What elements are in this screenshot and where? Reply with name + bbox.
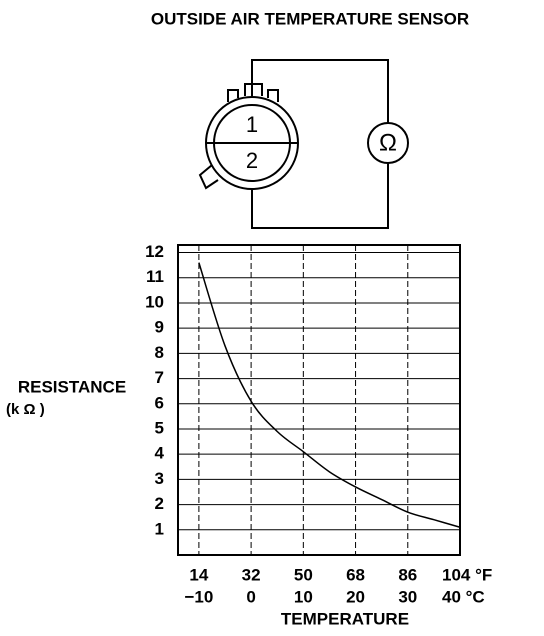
y-tick-label: 2: [155, 494, 164, 513]
x-tick-label: 0: [246, 587, 255, 606]
y-axis-unit: (k Ω ): [6, 401, 45, 418]
y-tick-label: 10: [145, 292, 164, 311]
x-tick-label: 40 °C: [442, 587, 485, 606]
y-tick-label: 3: [155, 469, 164, 488]
x2-tick-label: 68: [346, 565, 365, 584]
y-tick-label: 12: [145, 242, 164, 261]
y-tick-label: 6: [155, 393, 164, 412]
x2-tick-label: 104 °F: [442, 565, 492, 584]
y-tick-label: 9: [155, 318, 164, 337]
y-tick-label: 5: [155, 418, 164, 437]
ohmmeter: [367, 122, 409, 164]
x-tick-label: 10: [294, 587, 313, 606]
pin-label: 2: [246, 148, 258, 173]
y-tick-label: 11: [146, 267, 164, 286]
x-tick-label: −10: [184, 587, 213, 606]
x2-tick-label: 32: [242, 565, 261, 584]
connector-tabs: [227, 83, 279, 102]
x2-tick-label: 14: [189, 565, 208, 584]
x2-tick-label: 86: [398, 565, 417, 584]
plot-frame: [177, 244, 461, 556]
y-axis-label: RESISTANCE: [18, 377, 126, 396]
x-axis-label: TEMPERATURE: [281, 609, 409, 628]
y-tick-label: 7: [155, 368, 164, 387]
pin-label: 1: [246, 112, 258, 137]
x-tick-label: 30: [398, 587, 417, 606]
x2-tick-label: 50: [294, 565, 313, 584]
title: OUTSIDE AIR TEMPERATURE SENSOR: [151, 9, 469, 28]
wire: [251, 59, 389, 229]
sensor-outer: [205, 96, 299, 190]
sensor-diagram: 1 2 Ω: [198, 59, 409, 229]
y-tick-label: 4: [155, 444, 165, 463]
y-tick-label: 1: [155, 519, 164, 538]
x-tick-label: 20: [346, 587, 365, 606]
connector-tab: [198, 164, 219, 190]
resistance-curve: [198, 262, 461, 528]
ohmmeter-label: Ω: [379, 129, 397, 156]
y-tick-label: 8: [155, 343, 164, 362]
